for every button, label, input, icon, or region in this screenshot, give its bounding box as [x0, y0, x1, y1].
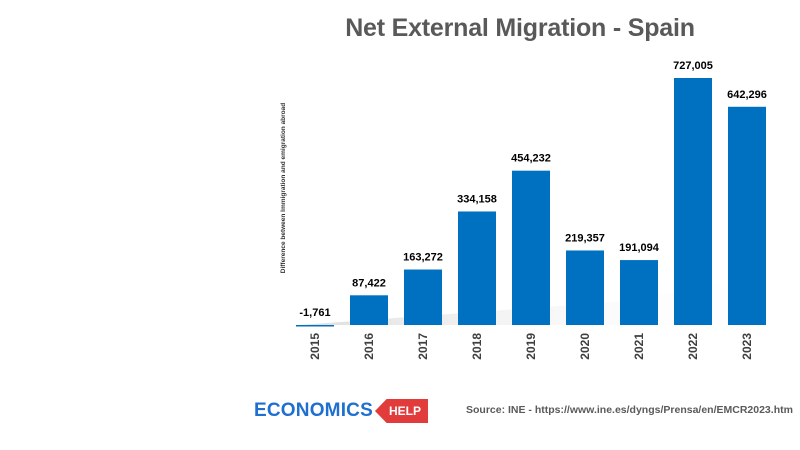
x-tick-2019: 2019 — [524, 333, 538, 360]
data-label-2021: 191,094 — [619, 242, 660, 254]
data-label-2015: -1,761 — [299, 307, 330, 319]
x-tick-2021: 2021 — [632, 333, 646, 360]
data-label-2020: 219,357 — [565, 232, 605, 244]
x-axis-ticks: 2015 2016 2017 2018 2019 2020 2021 2022 2023 — [308, 333, 754, 360]
source-note: Source: INE - https://www.ine.es/dyngs/P… — [466, 404, 793, 416]
x-tick-2015: 2015 — [308, 333, 322, 360]
y-axis-label: Difference between Immigration and emigr… — [280, 103, 287, 274]
x-tick-2016: 2016 — [362, 333, 376, 360]
data-label-2016: 87,422 — [352, 277, 386, 289]
bar-2015 — [296, 325, 334, 327]
data-label-2017: 163,272 — [403, 252, 443, 264]
bar-2017 — [404, 269, 442, 325]
logo-tag: HELP — [374, 399, 428, 423]
x-tick-2023: 2023 — [740, 333, 754, 360]
data-label-2019: 454,232 — [511, 153, 551, 165]
bars — [296, 78, 766, 327]
bar-2021 — [620, 260, 658, 325]
bar-2018 — [458, 211, 496, 325]
logo-word: ECONOMICS — [254, 400, 373, 421]
data-label-2018: 334,158 — [457, 193, 497, 205]
bar-2023 — [728, 106, 766, 325]
bar-2020 — [566, 250, 604, 325]
data-labels: -1,761 87,422 163,272 334,158 454,232 219,357… — [299, 60, 766, 319]
x-tick-2018: 2018 — [470, 333, 484, 360]
data-label-2022: 727,005 — [673, 60, 713, 72]
bar-2022 — [674, 78, 712, 325]
chart-shadow — [300, 268, 780, 325]
chart-title: Net External Migration - Spain — [345, 14, 695, 42]
x-tick-2022: 2022 — [686, 333, 700, 360]
bar-shadow — [300, 268, 780, 325]
economics-help-logo: ECONOMICS HELP — [254, 396, 428, 426]
x-tick-2017: 2017 — [416, 333, 430, 360]
bar-2016 — [350, 295, 388, 325]
x-tick-2020: 2020 — [578, 333, 592, 360]
bar-2019 — [512, 170, 550, 325]
data-label-2023: 642,296 — [727, 89, 767, 101]
